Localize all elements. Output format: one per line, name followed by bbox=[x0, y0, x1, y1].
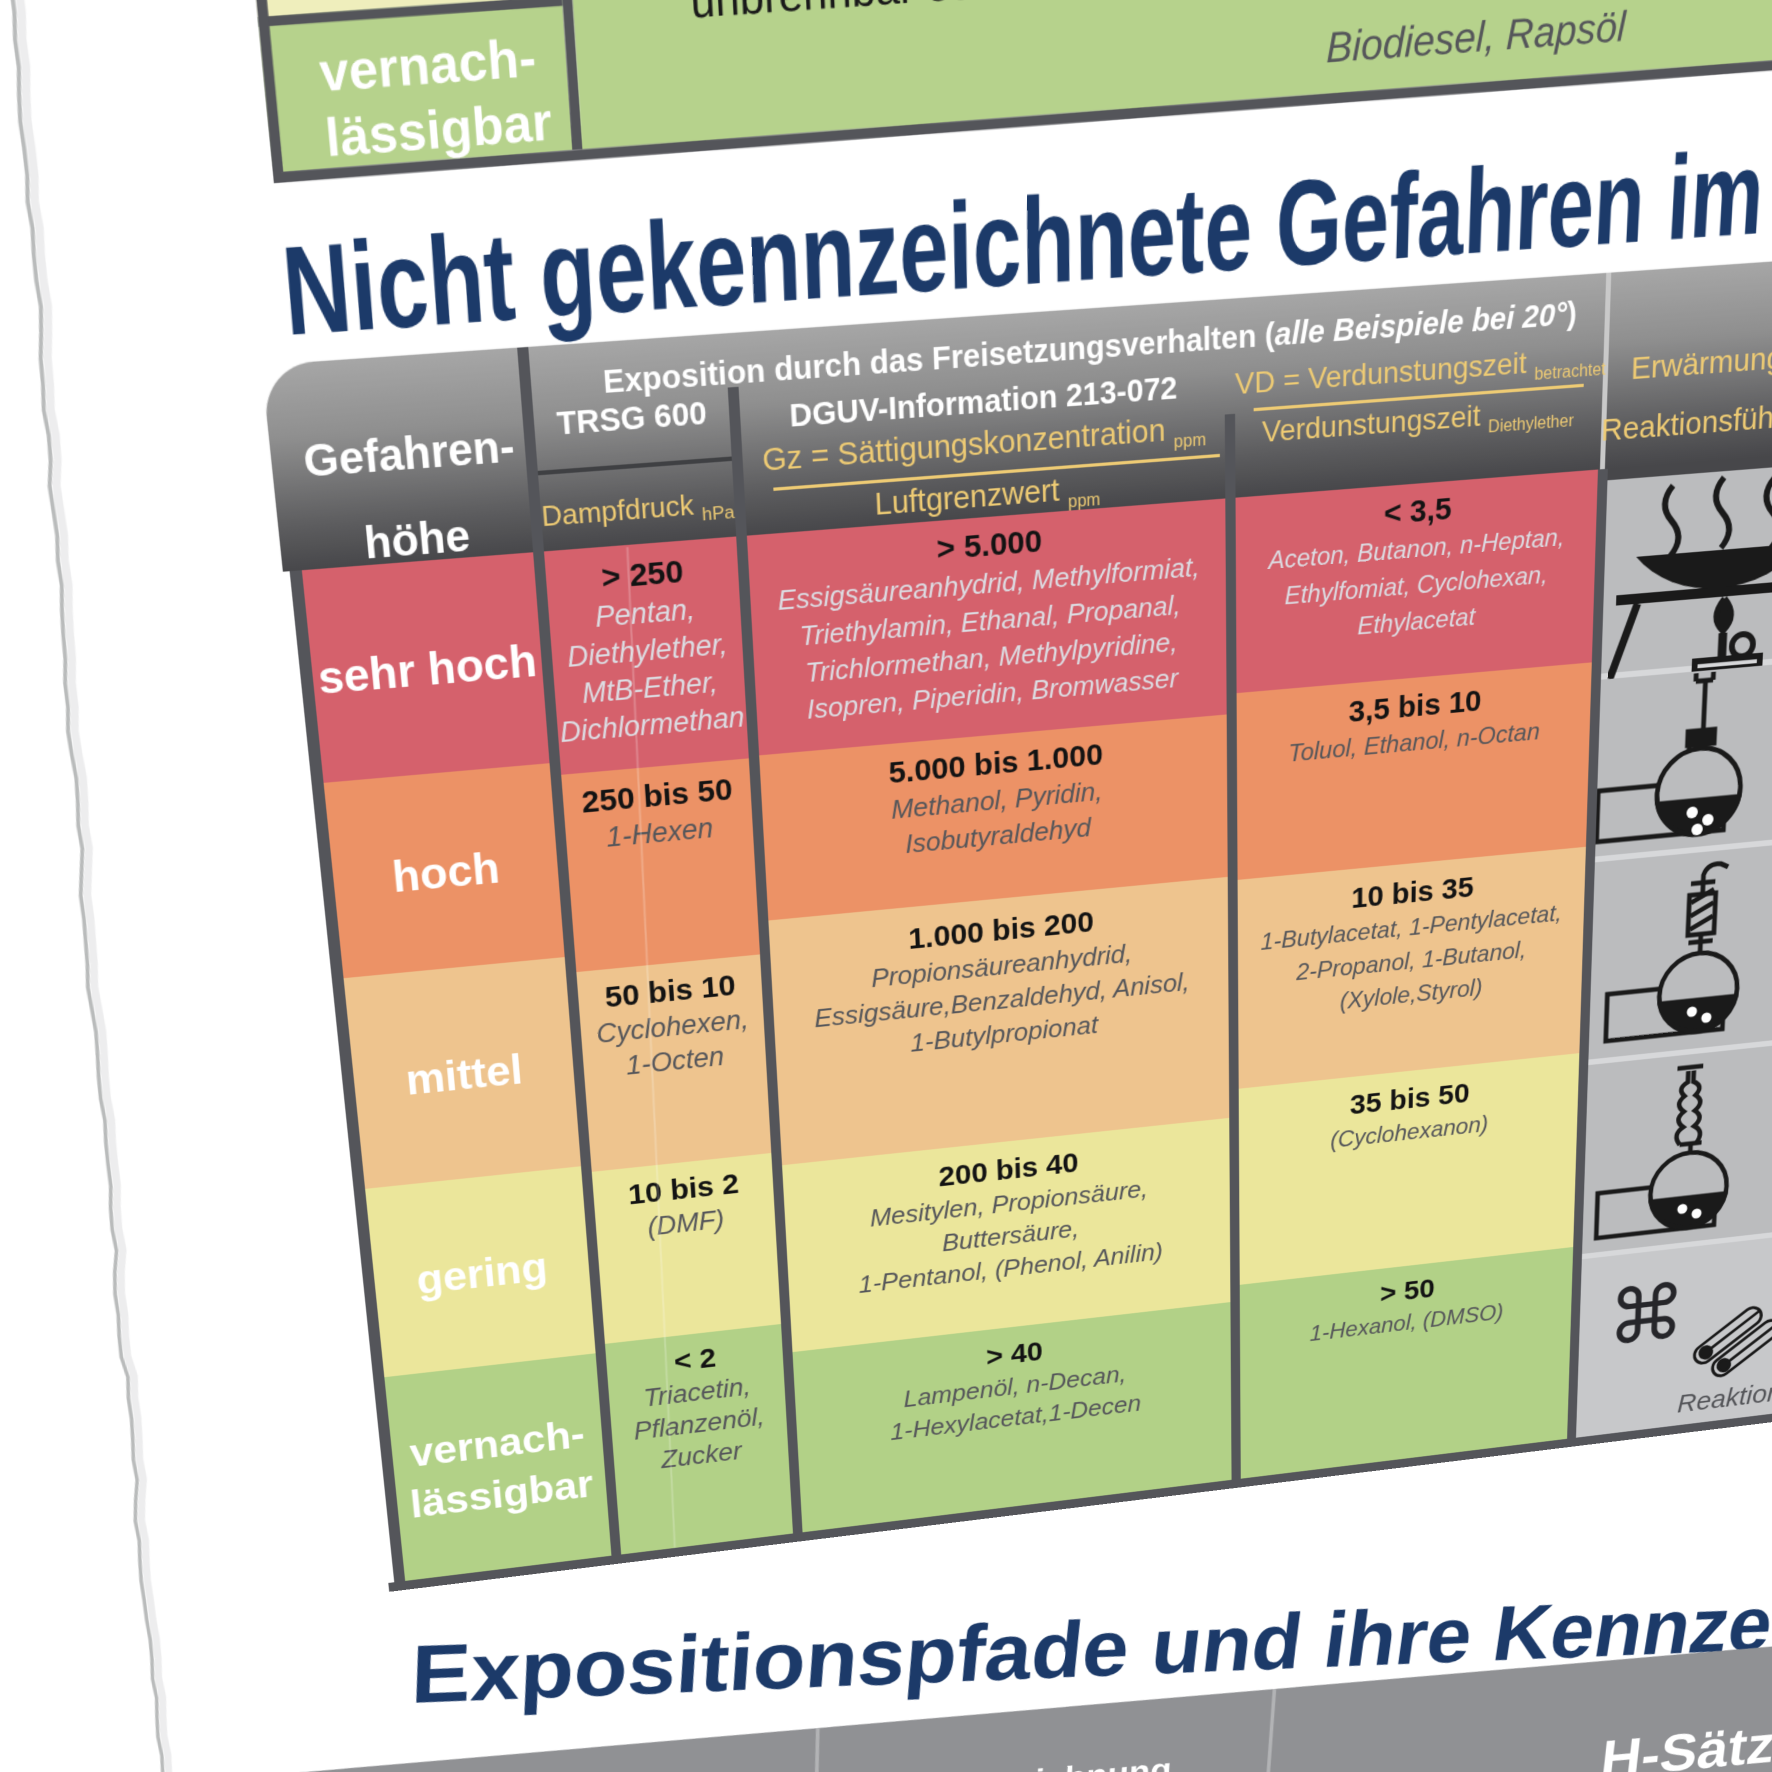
col3-cell-r3: 10 bis 35 1-Butylacetat, 1-Pentylacetat,… bbox=[1237, 846, 1586, 1089]
stirrer-fan-icon: ⌘ bbox=[1606, 1269, 1687, 1363]
flask-condenser-icon bbox=[1584, 825, 1772, 1060]
band-h-saetze-label: H-Sätze bbox=[1597, 1711, 1772, 1772]
band-divider-2 bbox=[1248, 1688, 1277, 1772]
col1-r5-names: Triacetin, Pflanzenöl, Zucker bbox=[632, 1372, 766, 1474]
col1-cell-r2: 250 bis 50 1-Hexen bbox=[561, 758, 760, 973]
col2-cell-r3: 1.000 bis 200 Propionsäureanhydrid, Essig… bbox=[768, 876, 1230, 1166]
col1-cell-r4: 10 bis 2 (DMF) bbox=[591, 1152, 782, 1344]
band-divider-1 bbox=[808, 1727, 820, 1772]
col3-cell-r1: < 3,5 Aceton, Butanon, n-Heptan, Ethylfom… bbox=[1235, 469, 1598, 694]
col1-cell-r1: > 250 Pentan, Diethylether, MtB-Ether, Dich… bbox=[543, 536, 749, 775]
header-hazard-label: Gefahren-höhe bbox=[301, 422, 517, 569]
top-table-label-line1: vernach- bbox=[316, 26, 538, 104]
flask-air-condenser-icon bbox=[1590, 645, 1772, 861]
paper-edge bbox=[0, 0, 323, 1772]
col1-r1-names: Pentan, Diethylether, MtB-Ether, Dichlormet… bbox=[558, 593, 746, 749]
icon-tile-3 bbox=[1583, 825, 1772, 1061]
col2-cell-r1: > 5.000 Essigsäureanhydrid, Methylformia… bbox=[746, 498, 1227, 756]
col1-cell-r3: 50 bis 10 Cyclohexen, 1-Octen bbox=[576, 954, 772, 1172]
exposure-table: sehr hoch hoch mittel gering vernach- lä… bbox=[261, 245, 1772, 1592]
col3-cell-r4: 35 bis 50 (Cyclohexanon) bbox=[1238, 1053, 1580, 1285]
col1-cell-r5: < 2 Triacetin, Pflanzenöl, Zucker bbox=[604, 1323, 793, 1555]
col3-cell-r2: 3,5 bis 10 Toluol, Ethanol, n-Octan bbox=[1236, 662, 1592, 880]
band-fragment-label: Kennzeichnung bbox=[908, 1752, 1173, 1772]
icon-tile-1 bbox=[1596, 448, 1772, 674]
open-flame-heating-icon bbox=[1608, 461, 1772, 679]
